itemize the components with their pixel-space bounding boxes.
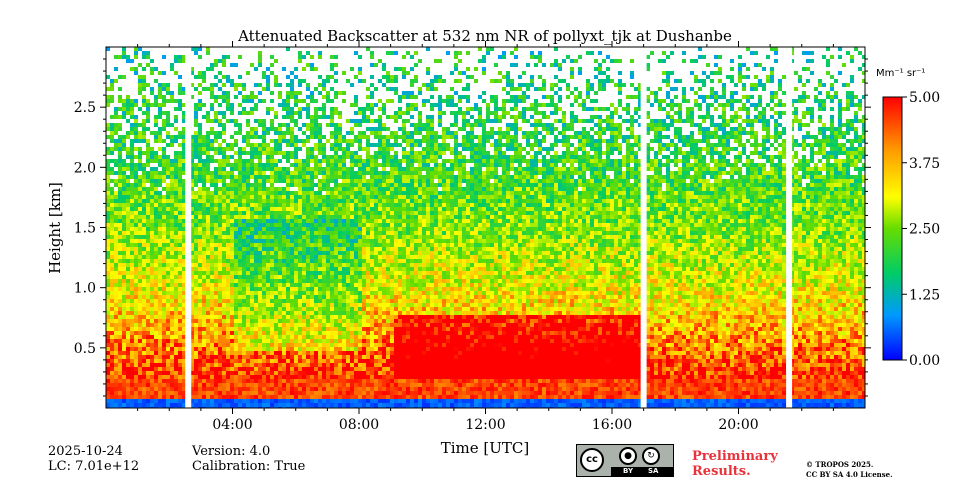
- heatmap-canvas: [106, 47, 865, 408]
- cc-icon: cc: [580, 448, 604, 472]
- meta-calibration: Calibration: True: [192, 459, 306, 474]
- cc-sa-label: SA: [648, 467, 659, 475]
- colorbar-tick-label: 5.00: [909, 90, 940, 106]
- x-tick-label: 12:00: [465, 417, 505, 433]
- meta-lc: LC: 7.01e+12: [48, 459, 140, 474]
- colorbar-tick-label: 0.00: [909, 353, 940, 369]
- colorbar-tick-label: 2.50: [909, 222, 940, 238]
- x-tick-label: 04:00: [212, 417, 252, 433]
- y-axis-label: Height [km]: [46, 182, 64, 274]
- x-tick-label: 20:00: [718, 417, 758, 433]
- meta-left: 2025-10-24 LC: 7.01e+12: [48, 444, 139, 474]
- y-tick-label: 0.5: [74, 341, 96, 357]
- colorbar-tick-label: 3.75: [909, 156, 940, 172]
- meta-date: 2025-10-24: [48, 444, 123, 459]
- cc-strip: BY SA: [611, 467, 673, 476]
- license-note: © TROPOS 2025. CC BY SA 4.0 License.: [806, 460, 893, 480]
- preliminary-results-note: Preliminary Results.: [692, 449, 778, 479]
- x-axis-label: Time [UTC]: [441, 439, 530, 457]
- data-gap: [786, 47, 793, 408]
- x-axis: 04:00 08:00 12:00 16:00 20:00: [137, 41, 834, 433]
- meta-version: Version: 4.0: [192, 444, 271, 459]
- data-gap: [185, 47, 192, 408]
- chart-title: Attenuated Backscatter at 532 nm NR of p…: [237, 27, 732, 45]
- meta-right: Version: 4.0 Calibration: True: [192, 444, 305, 474]
- y-tick-label: 2.0: [74, 160, 96, 176]
- y-tick-label: 1.0: [74, 281, 96, 297]
- cc-license-badge: cc ● ↻ BY SA: [576, 444, 674, 477]
- license-line1: © TROPOS 2025.: [806, 460, 874, 469]
- person-icon: ●: [619, 447, 637, 465]
- y-axis: 0.5 1.0 1.5 2.0 2.5: [74, 58, 871, 397]
- colorbar-unit-label: Mm⁻¹ sr⁻¹: [876, 68, 925, 79]
- preliminary-line2: Results.: [692, 464, 751, 479]
- data-gap: [640, 47, 647, 408]
- colorbar-tick-label: 1.25: [909, 287, 940, 303]
- colorbar: Mm⁻¹ sr⁻¹ 0.00 1.25 2.50 3.75 5.00: [876, 68, 940, 369]
- x-tick-label: 16:00: [592, 417, 632, 433]
- x-tick-label: 08:00: [339, 417, 379, 433]
- y-tick-label: 2.5: [74, 100, 96, 116]
- license-line2: CC BY SA 4.0 License.: [806, 470, 893, 479]
- colorbar-gradient: [882, 96, 903, 361]
- y-tick-label: 1.5: [74, 221, 96, 237]
- share-alike-icon: ↻: [642, 447, 660, 465]
- cc-by-label: BY: [623, 467, 634, 475]
- preliminary-line1: Preliminary: [692, 449, 778, 464]
